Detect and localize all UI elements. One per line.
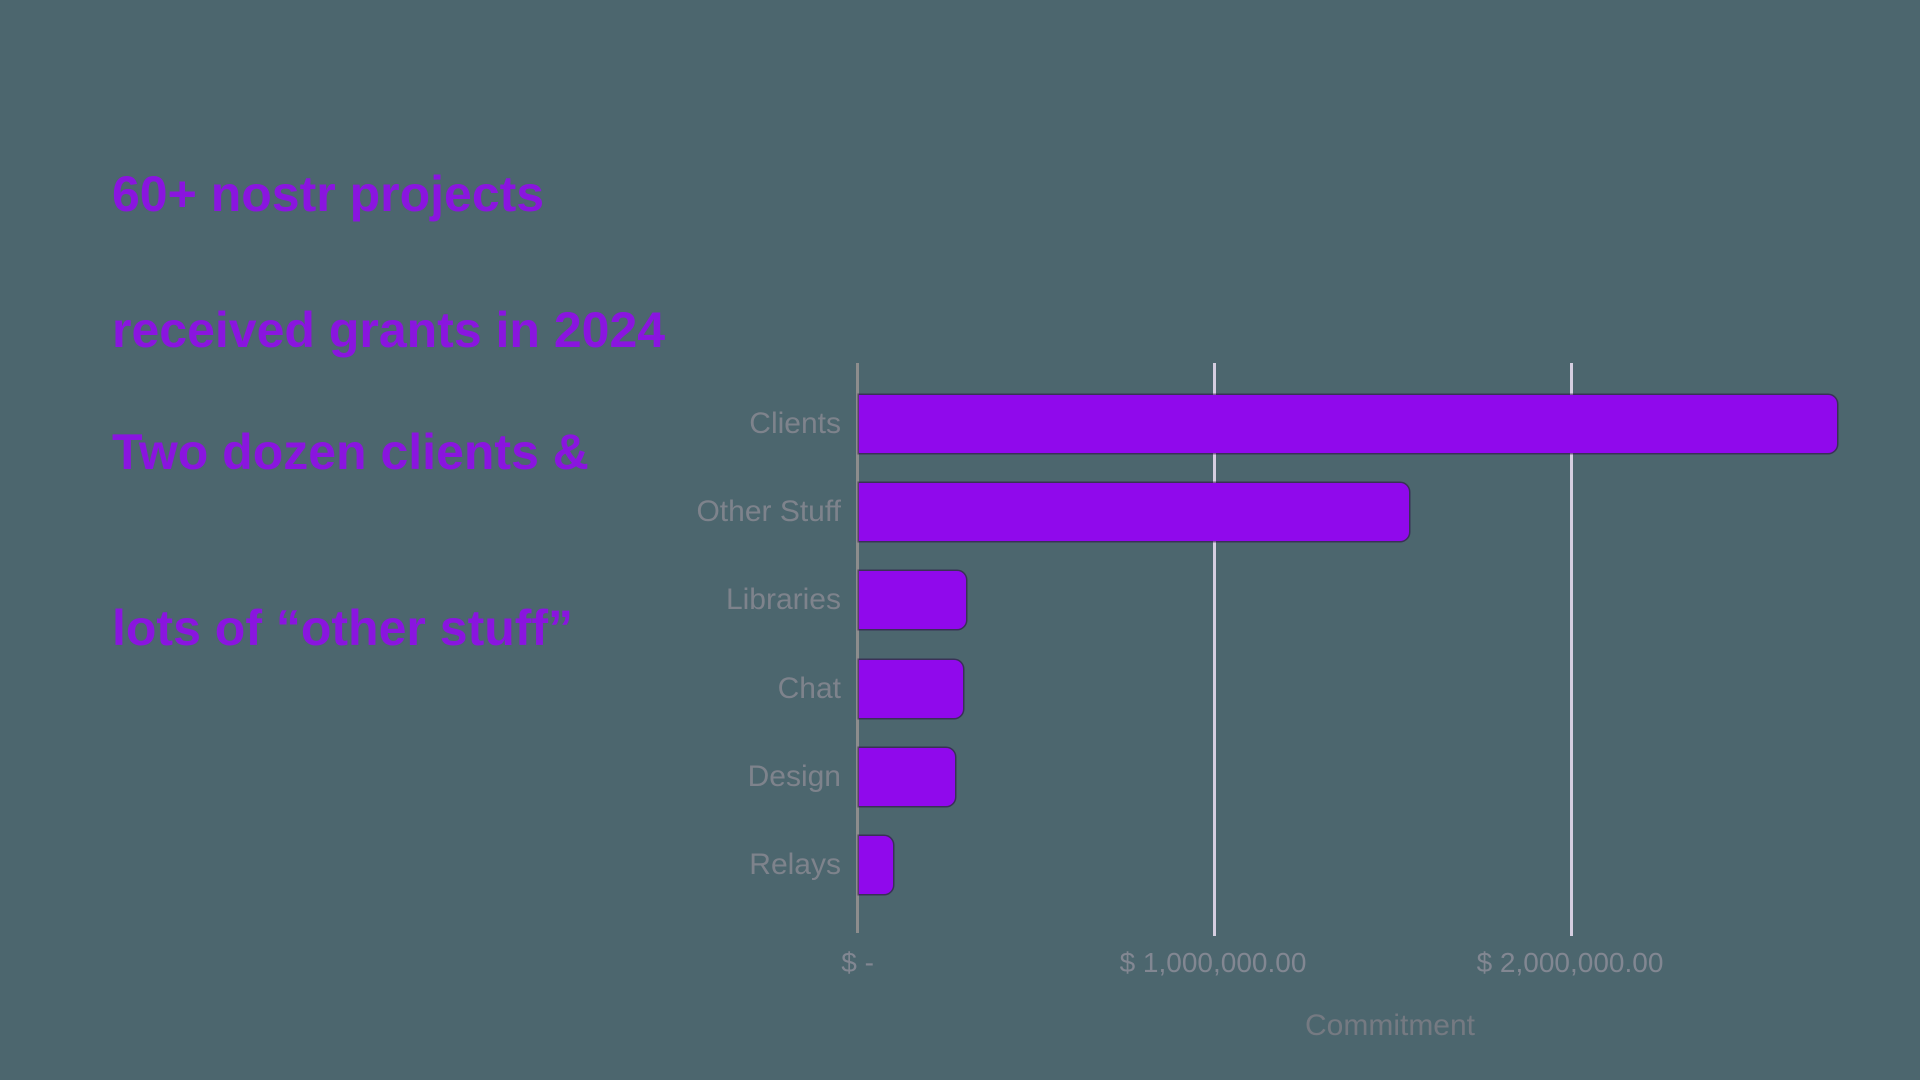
bar-clients [859,395,1838,453]
gridline-2000000 [1570,363,1573,936]
bar-chat [859,659,963,718]
bar-libraries [859,571,967,630]
gridline-1000000 [1213,363,1216,936]
category-label-clients: Clients [749,407,841,440]
bar-relays [859,836,893,894]
bar-chart: Clients Other Stuff Libraries Chat Design Rel… [696,363,1870,1042]
category-label-design: Design [747,759,841,793]
main-heading-line1: 60+ nostr projects [112,166,545,222]
x-axis-title: Commitment [1304,1009,1476,1042]
category-label-chat: Chat [777,671,841,705]
x-tick-label-0: $ - [841,947,874,978]
bar-design [859,747,956,806]
x-tick-label-2000000: $ 2,000,000.00 [1476,947,1664,978]
sub-heading: Two dozen clients & lots of “other stuff… [112,320,589,672]
bar-other-stuff [859,483,1409,542]
y-axis-line [856,363,859,933]
x-tick-label-1000000: $ 1,000,000.00 [1119,947,1307,978]
category-label-other-stuff: Other Stuff [696,495,841,529]
sub-heading-line2: lots of “other stuff” [112,600,574,656]
category-label-relays: Relays [749,848,841,881]
category-label-libraries: Libraries [725,583,841,617]
main-heading-line2: received grants in 2024 [112,302,666,358]
main-heading: 60+ nostr projects received grants in 20… [112,92,665,364]
sub-heading-line1: Two dozen clients & [112,424,589,480]
